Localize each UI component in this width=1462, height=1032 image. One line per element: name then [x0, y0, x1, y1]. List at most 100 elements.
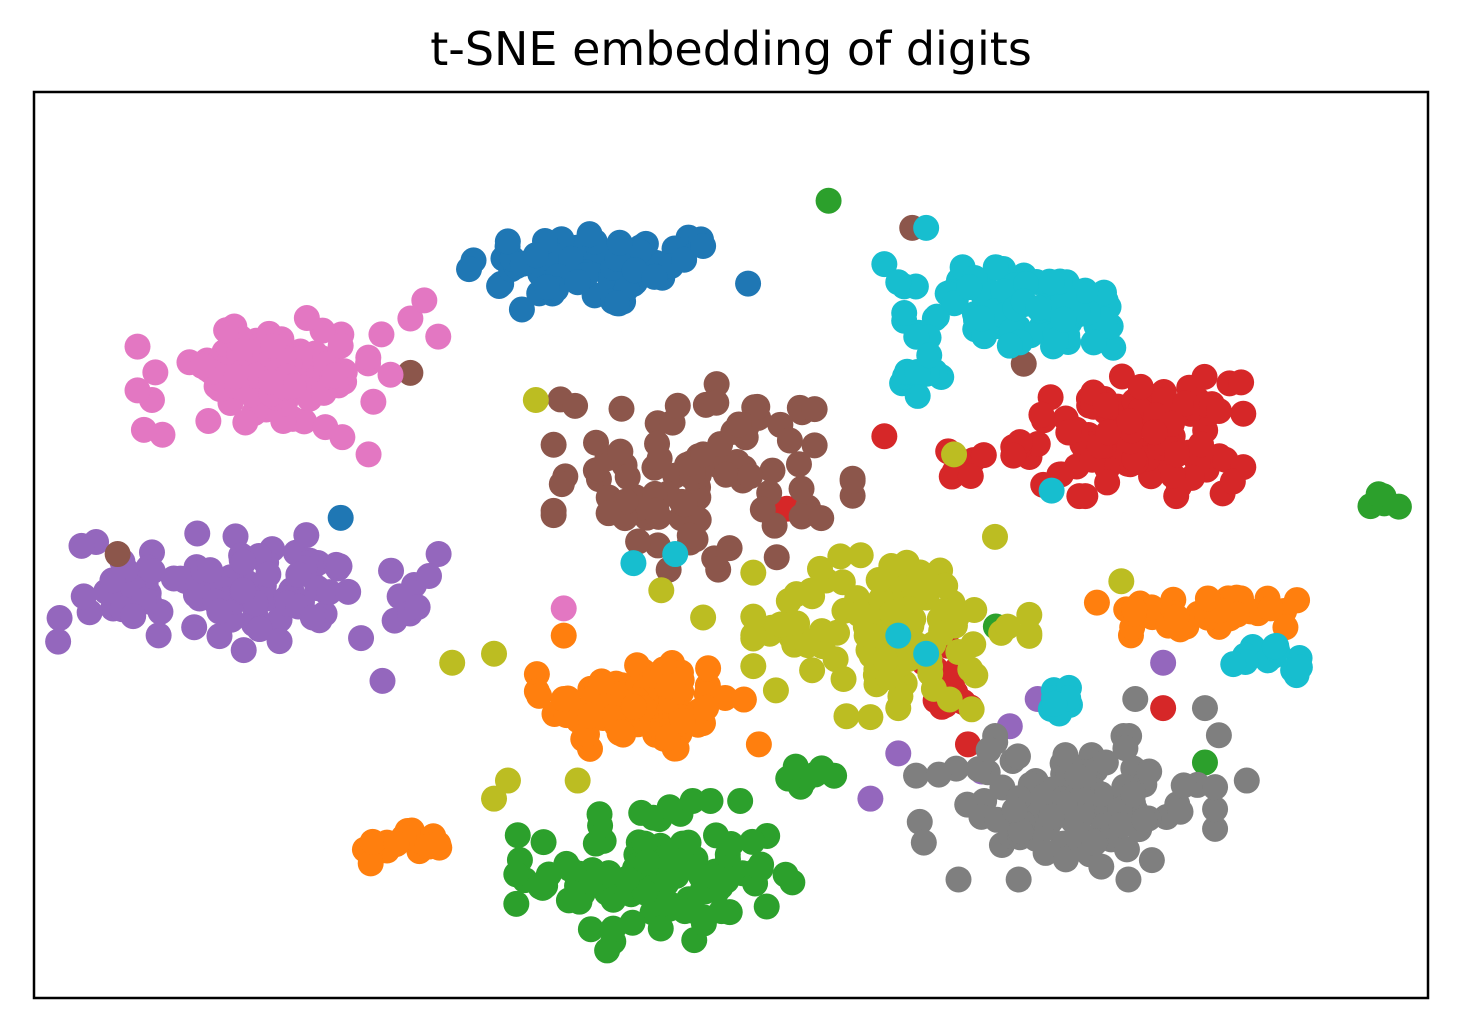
scatter-point-series-6: [291, 408, 318, 435]
scatter-point-series-7: [1115, 866, 1142, 893]
scatter-point-series-8: [994, 613, 1021, 640]
scatter-point-series-3: [1159, 462, 1186, 489]
scatter-point-series-8: [829, 569, 856, 596]
scatter-point-series-2: [556, 855, 583, 882]
scatter-point-series-5: [625, 528, 652, 555]
scatter-point-series-6: [189, 353, 216, 380]
scatter-point-series-8: [1016, 620, 1043, 647]
scatter-point-series-1: [1257, 595, 1284, 622]
scatter-point-series-1: [693, 694, 720, 721]
scatter-point-series-3: [1055, 419, 1082, 446]
scatter-point-series-2: [656, 794, 683, 821]
scatter-point-series-3: [1191, 363, 1218, 390]
scatter-point-series-2: [647, 915, 674, 942]
scatter-point-series-3: [1000, 442, 1027, 469]
scatter-point-series-2: [782, 753, 809, 780]
scatter-point-series-2: [555, 887, 582, 914]
scatter-point-series-3: [1219, 468, 1246, 495]
scatter-point-series-2: [699, 862, 726, 889]
scatter-point-series-4: [857, 785, 884, 812]
scatter-point-series-5: [690, 441, 717, 468]
plot-frame: [32, 90, 1430, 1000]
scatter-point-series-8: [648, 577, 675, 604]
scatter-point-series-8: [807, 555, 834, 582]
scatter-point-series-7: [1202, 796, 1229, 823]
scatter-point-series-8: [564, 767, 591, 794]
scatter-point-series-3: [1228, 369, 1255, 396]
scatter-point-series-4: [1150, 649, 1177, 676]
scatter-point-series-4: [348, 625, 375, 652]
scatter-point-series-6: [327, 332, 354, 359]
scatter-point-series-8: [981, 523, 1008, 550]
scatter-point-series-8: [865, 566, 892, 593]
scatter-point-series-2: [503, 890, 530, 917]
scatter-point-series-1: [588, 668, 615, 695]
scatter-point-series-7: [1004, 743, 1031, 770]
scatter-point-series-2: [675, 829, 702, 856]
scatter-point-series-2: [697, 787, 724, 814]
scatter-point-series-8: [872, 646, 899, 673]
scatter-point-series-1: [620, 693, 647, 720]
scatter-point-series-7: [945, 866, 972, 893]
scatter-point-series-5: [583, 429, 610, 456]
scatter-point-series-8: [857, 704, 884, 731]
scatter-point-series-5: [788, 475, 815, 502]
scatter-point-series-3: [1206, 397, 1233, 424]
scatter-point-series-5: [562, 392, 589, 419]
scatter-point-series-1: [1194, 585, 1221, 612]
scatter-point-series-4: [120, 603, 147, 630]
scatter-point-series-7: [1052, 742, 1079, 769]
scatter-point-series-5: [776, 427, 803, 454]
scatter-point-series-1: [577, 702, 604, 729]
scatter-point-series-1: [655, 724, 682, 751]
scatter-point-series-1: [655, 673, 682, 700]
scatter-point-series-2: [503, 861, 530, 888]
scatter-point-series-9: [913, 640, 940, 667]
scatter-point-series-4: [181, 614, 208, 641]
scatter-point-series-3: [1178, 464, 1205, 491]
scatter-point-series-7: [906, 808, 933, 835]
scatter-point-series-6: [397, 305, 424, 332]
scatter-point-series-1: [550, 686, 577, 713]
scatter-point-series-7: [1167, 798, 1194, 825]
scatter-point-series-6: [321, 362, 348, 389]
scatter-point-series-6: [232, 409, 259, 436]
scatter-point-series-7: [925, 761, 952, 788]
scatter-point-series-2: [691, 904, 718, 931]
scatter-point-series-3: [1141, 419, 1168, 446]
scatter-point-series-5: [595, 500, 622, 527]
scatter-point-series-8: [847, 542, 874, 569]
scatter-point-series-5: [540, 431, 567, 458]
scatter-point-series-7: [1233, 767, 1260, 794]
scatter-point-series-4: [299, 604, 326, 631]
scatter-point-series-2: [527, 873, 554, 900]
scatter-point-series-8: [481, 640, 508, 667]
scatter-point-series-7: [1202, 815, 1229, 842]
scatter-point-series-1: [1121, 597, 1148, 624]
scatter-point-series-0: [327, 504, 354, 531]
scatter-point-series-6: [124, 377, 151, 404]
scatter-point-series-4: [404, 594, 431, 621]
scatter-point-series-8: [740, 559, 767, 586]
scatter-point-series-8: [941, 612, 968, 639]
scatter-point-series-0: [456, 256, 483, 283]
scatter-point-series-5: [785, 451, 812, 478]
scatter-point-series-8: [740, 603, 767, 630]
scatter-point-series-5: [397, 359, 424, 386]
scatter-point-series-8: [827, 543, 854, 570]
scatter-point-series-8: [494, 767, 521, 794]
scatter-point-series-2: [600, 915, 627, 942]
scatter-point-series-6: [411, 287, 438, 314]
scatter-point-series-0: [522, 242, 549, 269]
scatter-point-series-5: [749, 496, 776, 523]
scatter-point-series-2: [634, 849, 661, 876]
scatter-point-series-6: [293, 305, 320, 332]
scatter-point-series-6: [280, 373, 307, 400]
scatter-point-series-9: [1050, 306, 1077, 333]
scatter-point-series-3: [1164, 441, 1191, 468]
scatter-point-series-9: [620, 550, 647, 577]
scatter-point-series-2: [671, 898, 698, 925]
scatter-point-series-3: [871, 423, 898, 450]
scatter-point-series-1: [608, 719, 635, 746]
scatter-point-series-1: [745, 731, 772, 758]
